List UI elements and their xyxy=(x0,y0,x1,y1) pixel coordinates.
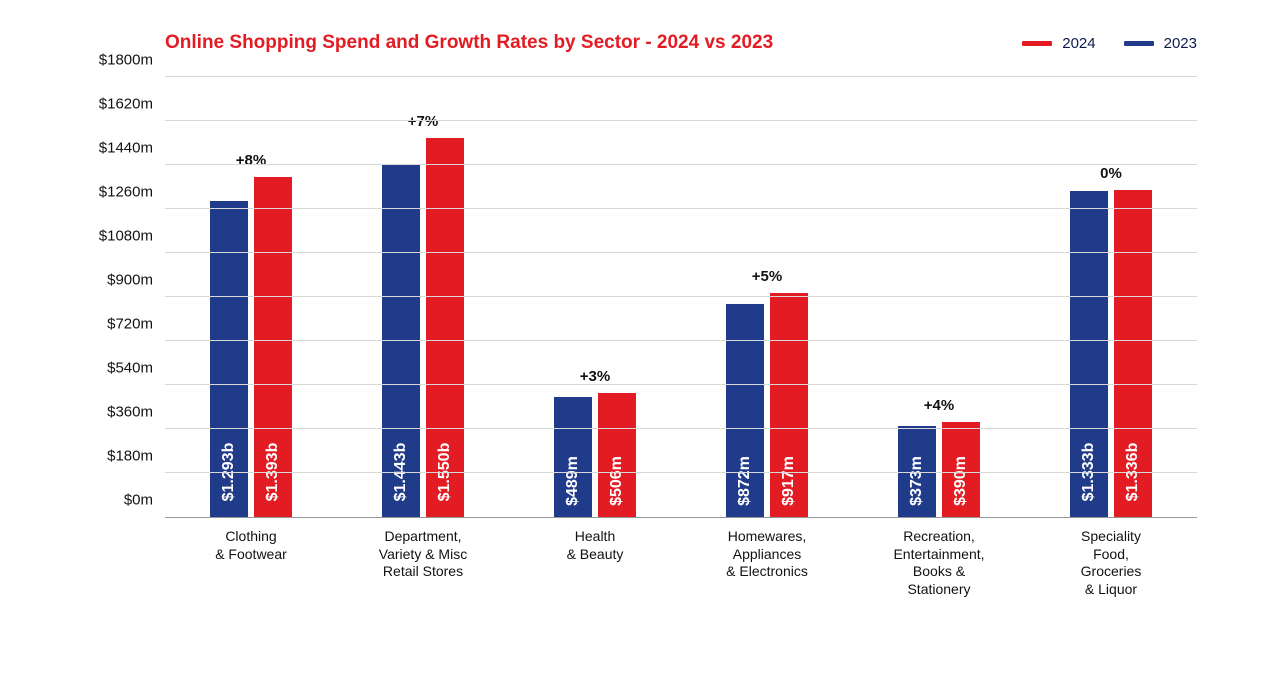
gridline xyxy=(165,472,1197,473)
growth-label: +5% xyxy=(752,268,782,285)
bar-groups: $1.293b$1.393b+8%$1.443b$1.550b+7%$489m$… xyxy=(165,78,1197,517)
bar-2023: $872m xyxy=(726,304,764,517)
x-axis-label: Department,Variety & MiscRetail Stores xyxy=(337,528,509,598)
x-axis-label: Homewares,Appliances& Electronics xyxy=(681,528,853,598)
bar-value-label: $872m xyxy=(736,456,754,506)
gridline xyxy=(165,252,1197,253)
growth-label: +3% xyxy=(580,368,610,385)
legend-swatch xyxy=(1124,41,1154,46)
bar-group: $1.293b$1.393b +8% xyxy=(165,78,337,517)
ytick-label: $1260m xyxy=(99,184,165,201)
gridline xyxy=(165,76,1197,77)
growth-label: +8% xyxy=(236,152,266,169)
gridline xyxy=(165,296,1197,297)
bar-2023: $1.293b xyxy=(210,201,248,517)
legend-label: 2023 xyxy=(1164,35,1197,52)
bar-value-label: $506m xyxy=(608,456,626,506)
x-axis-labels: Clothing& FootwearDepartment,Variety & M… xyxy=(165,528,1197,598)
ytick-label: $1800m xyxy=(99,52,165,69)
bar-2024: $1.550b xyxy=(426,138,464,517)
bar-value-label: $489m xyxy=(564,456,582,506)
ytick-label: $1620m xyxy=(99,96,165,113)
legend-label: 2024 xyxy=(1062,35,1095,52)
gridline xyxy=(165,120,1197,121)
bar-group: $373m $390m +4% xyxy=(853,78,1025,517)
bar-value-label: $917m xyxy=(780,456,798,506)
growth-label: +7% xyxy=(408,113,438,130)
bar-value-label: $373m xyxy=(908,456,926,506)
ytick-label: $1080m xyxy=(99,228,165,245)
bar-2024: $1.336b xyxy=(1114,190,1152,517)
legend-swatch xyxy=(1022,41,1052,46)
ytick-label: $900m xyxy=(107,272,165,289)
x-axis-label: Clothing& Footwear xyxy=(165,528,337,598)
growth-label: 0% xyxy=(1100,165,1122,182)
gridline xyxy=(165,340,1197,341)
ytick-label: $1440m xyxy=(99,140,165,157)
bar-group: $872m $917m +5% xyxy=(681,78,853,517)
legend-item: 2024 xyxy=(1022,35,1095,52)
chart-container: Online Shopping Spend and Growth Rates b… xyxy=(0,0,1277,679)
ytick-label: $0m xyxy=(124,492,165,509)
gridline xyxy=(165,384,1197,385)
ytick-label: $360m xyxy=(107,404,165,421)
bar-2023: $1.333b xyxy=(1070,191,1108,517)
gridline xyxy=(165,164,1197,165)
bar-group: $489m $506m +3% xyxy=(509,78,681,517)
gridline xyxy=(165,428,1197,429)
chart-header: Online Shopping Spend and Growth Rates b… xyxy=(165,28,1197,58)
bar-2024: $390m xyxy=(942,422,980,517)
bar-group: $1.333b$1.336b 0% xyxy=(1025,78,1197,517)
chart-legend: 2024 2023 xyxy=(1022,35,1197,52)
x-axis-label: Recreation,Entertainment,Books &Statione… xyxy=(853,528,1025,598)
ytick-label: $540m xyxy=(107,360,165,377)
ytick-label: $180m xyxy=(107,448,165,465)
bar-2023: $489m xyxy=(554,397,592,517)
plot-area: $1.293b$1.393b+8%$1.443b$1.550b+7%$489m$… xyxy=(165,78,1197,518)
growth-label: +4% xyxy=(924,397,954,414)
x-axis-label: SpecialityFood,Groceries& Liquor xyxy=(1025,528,1197,598)
bar-group: $1.443b$1.550b+7% xyxy=(337,78,509,517)
bar-value-label: $390m xyxy=(952,456,970,506)
x-axis-label: Health& Beauty xyxy=(509,528,681,598)
ytick-label: $720m xyxy=(107,316,165,333)
bar-2024: $506m xyxy=(598,393,636,517)
legend-item: 2023 xyxy=(1124,35,1197,52)
gridline xyxy=(165,208,1197,209)
bar-2024: $917m xyxy=(770,293,808,517)
bar-2024: $1.393b xyxy=(254,177,292,518)
chart-title: Online Shopping Spend and Growth Rates b… xyxy=(165,32,773,54)
